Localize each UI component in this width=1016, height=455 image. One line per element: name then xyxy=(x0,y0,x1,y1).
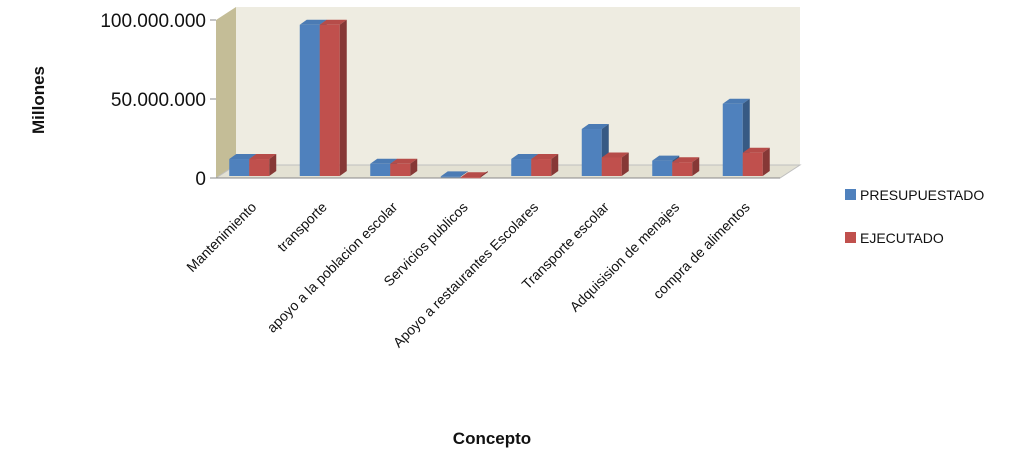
bar-front xyxy=(390,163,411,176)
bar-front xyxy=(460,177,481,179)
bar-ejecutado-3 xyxy=(460,171,488,179)
bar-side xyxy=(480,171,488,178)
side-wall xyxy=(216,7,236,178)
bar-top xyxy=(249,154,277,160)
bar-top xyxy=(601,152,629,158)
legend-label: EJECUTADO xyxy=(860,230,944,246)
bar-front xyxy=(229,159,250,176)
bar-front xyxy=(249,159,270,176)
bar-top xyxy=(390,158,418,164)
back-wall xyxy=(236,7,800,165)
x-axis-title: Concepto xyxy=(453,429,531,448)
chart-bars xyxy=(229,19,770,179)
bar-top xyxy=(652,155,680,161)
bar-ejecutado-2 xyxy=(390,158,418,176)
bar-side xyxy=(692,157,700,176)
bar-side xyxy=(269,154,277,176)
bar-front xyxy=(672,162,693,176)
y-axis-ticks: 0 50.000.000 100.000.000 xyxy=(100,11,216,190)
bar-front xyxy=(319,24,340,176)
legend-label: PRESUPUESTADO xyxy=(860,187,984,203)
bar-top xyxy=(531,154,559,160)
bar-front xyxy=(601,157,622,176)
bar-side xyxy=(339,19,347,176)
bar-front xyxy=(511,159,532,176)
bar-top xyxy=(511,154,539,160)
bar-front xyxy=(742,152,763,176)
y-axis-title: Millones xyxy=(29,66,48,134)
legend-swatch xyxy=(845,189,856,200)
bar-side xyxy=(460,171,468,177)
legend-swatch xyxy=(845,232,856,243)
bar-front xyxy=(581,129,602,176)
bar-ejecutado-1 xyxy=(319,19,347,176)
bar-top xyxy=(742,147,770,153)
x-category-label: transporte xyxy=(274,199,330,255)
bar-presupuestado-6 xyxy=(652,155,680,176)
y-tick-label: 0 xyxy=(195,169,206,190)
x-category-label: apoyo a la poblacion escolar xyxy=(264,199,401,336)
bar-side xyxy=(621,152,629,176)
bar-front xyxy=(440,176,461,178)
bar-side xyxy=(762,147,770,176)
x-category-label: Apoyo a restaurantes Escolares xyxy=(390,199,542,351)
bar-ejecutado-7 xyxy=(742,147,770,176)
bar-ejecutado-0 xyxy=(249,154,277,176)
x-category-label: Mantenimiento xyxy=(183,199,259,275)
bar-front xyxy=(299,24,320,176)
bar-front xyxy=(652,160,673,176)
bar-top xyxy=(299,19,327,25)
y-tick-label: 100.000.000 xyxy=(100,11,206,32)
bar-ejecutado-6 xyxy=(672,157,700,176)
bar-side xyxy=(551,154,559,176)
bar-front xyxy=(531,159,552,176)
bar-side xyxy=(410,158,418,176)
bar-top xyxy=(722,98,750,104)
legend: PRESUPUESTADO EJECUTADO xyxy=(845,187,984,246)
bar-front xyxy=(722,103,743,176)
bar-ejecutado-5 xyxy=(601,152,629,176)
bar-ejecutado-4 xyxy=(531,154,559,176)
bar-top xyxy=(319,19,347,25)
bar-presupuestado-3 xyxy=(440,171,468,178)
bar-front xyxy=(370,163,391,176)
bar-top xyxy=(370,158,398,164)
bar-top xyxy=(581,124,609,130)
bar-top xyxy=(672,157,700,163)
y-tick-label: 50.000.000 xyxy=(111,90,206,111)
bar-top xyxy=(229,154,257,160)
bar-top xyxy=(440,171,468,177)
